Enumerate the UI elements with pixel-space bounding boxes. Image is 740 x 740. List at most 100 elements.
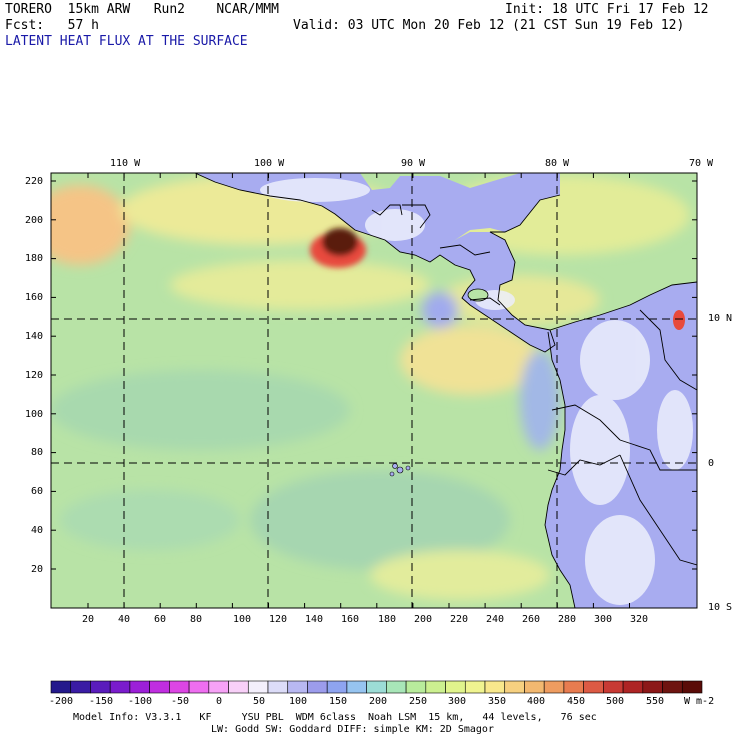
border-guatemala-honduras	[402, 204, 431, 229]
colorbar-tick-label: 450	[566, 696, 586, 707]
flux-yellow-mid	[170, 260, 430, 310]
grid-x-label: 300	[594, 614, 613, 625]
colorbar-tick-label: 150	[328, 696, 348, 707]
colorbar-swatch	[464, 680, 486, 694]
grid-x-label: 140	[305, 614, 324, 625]
grid-y-label: 60	[31, 486, 44, 497]
lat-label-10n: 10 N	[708, 313, 733, 324]
grid-x-label: 80	[190, 614, 203, 625]
grid-y-label: 120	[25, 370, 44, 381]
lon-label-100w: 100 W	[254, 158, 285, 169]
colorbar-tick-label: 550	[645, 696, 665, 707]
colorbar	[50, 680, 703, 694]
colorbar-swatch	[405, 680, 427, 694]
colorbar-tick-label: 250	[408, 696, 428, 707]
model-info-line: Model Info: V3.3.1 KF YSU PBL WDM 6class…	[73, 712, 597, 723]
colorbar-swatch	[484, 680, 506, 694]
field-title: LATENT HEAT FLUX AT THE SURFACE	[5, 34, 248, 49]
colorbar-swatch	[208, 680, 229, 694]
border-mexico-guatemala	[371, 204, 403, 216]
colorbar-swatch	[583, 680, 604, 694]
border-colombia-ecuador	[551, 404, 621, 441]
colorbar-swatch	[563, 680, 584, 694]
grid-y-label: 100	[25, 409, 44, 420]
colorbar-tick-label: 50	[252, 696, 266, 707]
grid-y-label: 220	[25, 176, 44, 187]
colorbar-swatch	[622, 680, 644, 694]
plot-frame	[50, 172, 698, 609]
flux-hotspot-core	[322, 228, 358, 256]
land-highland-andes-mid	[570, 395, 630, 505]
grid-x-label: 20	[82, 614, 95, 625]
colorbar-swatch	[386, 680, 407, 694]
flux-yellow-se	[370, 550, 550, 600]
grid-y-label: 40	[31, 525, 44, 536]
grid-x-label: 260	[522, 614, 541, 625]
colorbar-swatch	[504, 680, 525, 694]
grid-x-label: 220	[450, 614, 469, 625]
colorbar-swatch	[169, 680, 190, 694]
colorbar-swatch	[149, 680, 170, 694]
colorbar-swatch	[307, 680, 328, 694]
colorbar-swatch	[366, 680, 387, 694]
flux-low-west	[51, 370, 350, 450]
colorbar-swatch	[524, 680, 545, 694]
colorbar-swatch	[681, 680, 703, 694]
lat-label-10s: 10 S	[708, 602, 733, 613]
land-highland-andes-south	[585, 515, 655, 605]
lake-nicaragua	[467, 288, 489, 302]
land-highland-mexico	[260, 178, 370, 202]
colorbar-swatch	[425, 680, 446, 694]
land-highland-east	[657, 390, 693, 470]
grid-x-label: 240	[486, 614, 505, 625]
grid-y-label: 140	[25, 331, 44, 342]
colorbar-tick-label: 400	[526, 696, 546, 707]
colorbar-swatch	[129, 680, 150, 694]
colorbar-tick-label: -50	[170, 696, 190, 707]
border-colombia-brazil	[619, 439, 697, 471]
colorbar-swatch	[326, 680, 348, 694]
colorbar-swatch	[109, 680, 131, 694]
colorbar-swatch	[287, 680, 308, 694]
border-nicaragua-costarica	[469, 297, 501, 306]
colorbar-tick-label: 300	[447, 696, 467, 707]
lon-label-70w: 70 W	[689, 158, 714, 169]
grid-x-label: 40	[118, 614, 131, 625]
grid-x-label: 60	[154, 614, 167, 625]
flux-low-coast	[520, 350, 560, 450]
coastline-caribbean	[489, 194, 697, 331]
flux-warm-nw	[51, 185, 130, 265]
lon-label-110w: 110 W	[110, 158, 141, 169]
grid-y-label: 80	[31, 447, 44, 458]
colorbar-swatch	[70, 680, 91, 694]
coastline-north	[194, 173, 556, 353]
colorbar-tick-label: 0	[215, 696, 223, 707]
grid-y-label: 200	[25, 215, 44, 226]
border-ecuador-peru	[547, 454, 621, 476]
colorbar-tick-label: 200	[368, 696, 388, 707]
galapagos-island-2	[396, 466, 404, 474]
grid-x-label: 280	[558, 614, 577, 625]
colorbar-swatch	[445, 680, 466, 694]
galapagos-island-1	[392, 463, 398, 469]
physics-info-line: LW: Godd SW: Goddard DIFF: simple KM: 2D…	[211, 724, 494, 735]
flux-yellow-east	[400, 325, 540, 395]
flux-low-sw	[60, 490, 240, 550]
flux-low-gulf	[422, 292, 458, 328]
grid-x-label: 120	[269, 614, 288, 625]
init-time-label: Init: 18 UTC Fri 17 Feb 12	[505, 2, 709, 17]
grid-x-label: 200	[414, 614, 433, 625]
model-run-label: TORERO 15km ARW Run2 NCAR/MMM	[5, 2, 279, 17]
colorbar-unit-label: W m-2	[684, 696, 715, 707]
lon-label-90w: 90 W	[401, 158, 426, 169]
grid-y-label: 20	[31, 564, 44, 575]
grid-x-label: 180	[378, 614, 397, 625]
colorbar-tick-label: -200	[48, 696, 74, 707]
lake-maracaibo	[673, 310, 685, 330]
colorbar-swatch	[642, 680, 663, 694]
galapagos-island-4	[389, 471, 395, 477]
forecast-hour-label: Fcst: 57 h	[5, 18, 99, 33]
colorbar-swatch	[346, 680, 367, 694]
colorbar-tick-label: -100	[127, 696, 153, 707]
